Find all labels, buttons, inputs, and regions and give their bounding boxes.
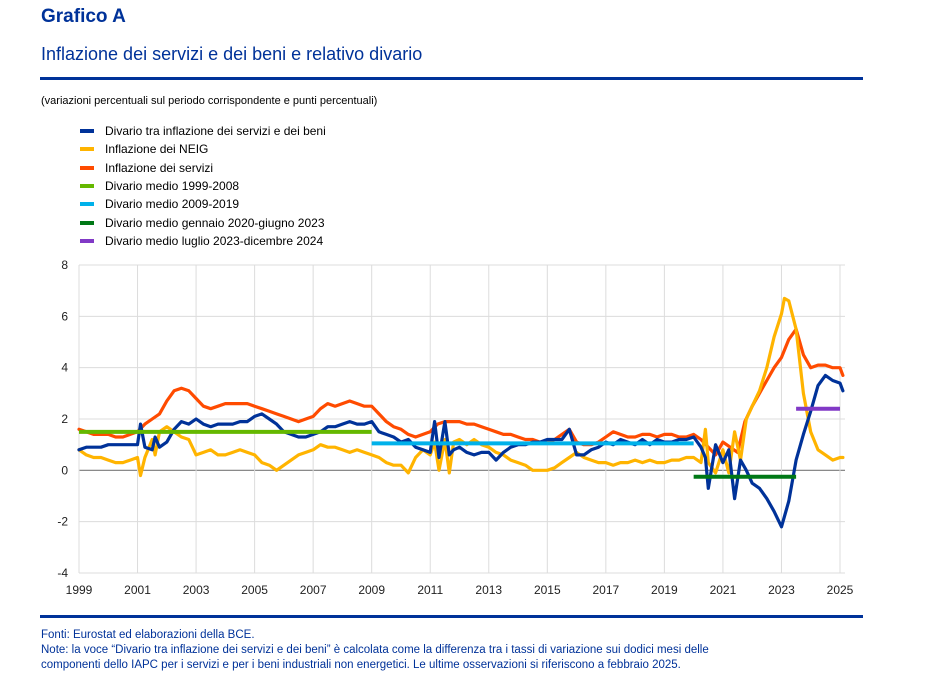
notes-line-1: Note: la voce “Divario tra inflazione de… (41, 644, 709, 656)
legend-label: Divario medio 1999-2008 (105, 179, 240, 194)
sources-note: Fonti: Eurostat ed elaborazioni della BC… (41, 629, 255, 641)
legend-swatch (80, 184, 94, 189)
x-tick-label: 2021 (710, 583, 737, 597)
chart-label: Grafico A (41, 6, 126, 27)
legend-label: Divario tra inflazione dei servizi e dei… (105, 124, 326, 139)
legend: Divario tra inflazione dei servizi e dei… (80, 122, 326, 250)
legend-label: Inflazione dei servizi (105, 160, 214, 175)
x-tick-label: 2019 (651, 583, 678, 597)
top-divider (40, 77, 863, 80)
legend-swatch (80, 202, 94, 207)
legend-label: Inflazione dei NEIG (105, 142, 209, 157)
x-tick-label: 2023 (768, 583, 795, 597)
legend-label: Divario medio 2009-2019 (105, 197, 240, 212)
y-tick-label: -2 (57, 515, 68, 529)
legend-item-gap: Divario tra inflazione dei servizi e dei… (80, 122, 326, 140)
series-lines (77, 296, 845, 529)
legend-item-mean-1999-2008: Divario medio 1999-2008 (80, 177, 326, 195)
x-tick-label: 2013 (475, 583, 502, 597)
x-tick-label: 1999 (66, 583, 93, 597)
x-tick-label: 2005 (241, 583, 268, 597)
legend-swatch (80, 129, 94, 134)
legend-item-neig: Inflazione dei NEIG (80, 140, 326, 158)
series-line (77, 373, 845, 529)
legend-label: Divario medio luglio 2023-dicembre 2024 (105, 233, 324, 248)
legend-swatch (80, 238, 94, 243)
y-tick-label: 4 (61, 361, 68, 375)
x-tick-label: 2011 (417, 583, 443, 597)
y-tick-label: 6 (61, 309, 68, 323)
x-tick-label: 2007 (300, 583, 327, 597)
y-tick-label: 8 (61, 258, 68, 272)
x-tick-label: 2017 (592, 583, 619, 597)
series-line (77, 327, 845, 457)
legend-item-mean-2009-2019: Divario medio 2009-2019 (80, 195, 326, 213)
bottom-divider (40, 615, 863, 618)
footer: Fonti: Eurostat ed elaborazioni della BC… (41, 628, 709, 673)
legend-item-mean-2020-2023: Divario medio gennaio 2020-giugno 2023 (80, 213, 326, 231)
y-tick-label: 2 (61, 412, 68, 426)
legend-item-services: Inflazione dei servizi (80, 159, 326, 177)
y-tick-label: -4 (57, 566, 68, 580)
legend-swatch (80, 165, 94, 170)
y-tick-label: 0 (61, 463, 68, 477)
x-tick-label: 2003 (183, 583, 210, 597)
x-tick-label: 2009 (358, 583, 385, 597)
legend-swatch (80, 147, 94, 152)
chart-title: Inflazione dei servizi e dei beni e rela… (41, 44, 423, 64)
notes-line-2: componenti dello IAPC per i servizi e pe… (41, 659, 681, 671)
x-tick-label: 2015 (534, 583, 561, 597)
mean-lines (79, 406, 840, 479)
y-axis-labels: -4 -2 0 2 4 6 8 (57, 258, 68, 580)
legend-item-mean-2023-2024: Divario medio luglio 2023-dicembre 2024 (80, 232, 326, 250)
legend-swatch (80, 220, 94, 225)
x-axis-labels: 1999 2001 2003 2005 2007 2009 2011 2013 2015 2017… (66, 583, 854, 597)
x-tick-label: 2001 (124, 583, 151, 597)
legend-label: Divario medio gennaio 2020-giugno 2023 (105, 215, 325, 230)
units-note: (variazioni percentuali sul periodo corr… (41, 95, 378, 107)
x-tick-label: 2025 (827, 583, 854, 597)
